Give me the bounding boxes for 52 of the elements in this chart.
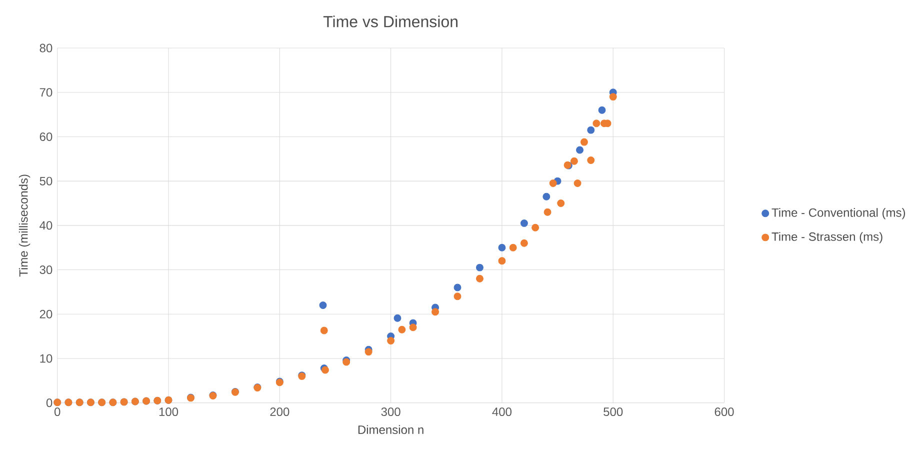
x-tick-label: 600 xyxy=(714,408,734,416)
y-tick-label: 80 xyxy=(40,44,52,52)
point xyxy=(557,200,565,208)
y-axis-title: Time (milliseconds) xyxy=(18,174,30,277)
y-tick-label: 20 xyxy=(40,310,52,318)
y-tick-label: 10 xyxy=(40,354,52,363)
point xyxy=(520,240,528,247)
point xyxy=(476,264,484,272)
point xyxy=(387,337,395,345)
x-tick-label: 200 xyxy=(270,408,290,416)
y-tick-label: 70 xyxy=(40,88,52,97)
point xyxy=(320,326,328,334)
point xyxy=(570,157,578,165)
y-tick-label: 60 xyxy=(40,132,52,142)
point xyxy=(398,326,406,334)
point xyxy=(394,314,402,322)
y-tick-label: 0 xyxy=(46,398,52,408)
point xyxy=(498,257,506,265)
point xyxy=(574,180,582,188)
point xyxy=(544,208,552,216)
x-tick-label: 300 xyxy=(381,408,400,416)
point xyxy=(532,224,540,232)
point xyxy=(598,106,606,114)
point xyxy=(549,180,557,188)
point xyxy=(580,138,588,146)
y-tick-label: 30 xyxy=(40,266,52,274)
y-tick-label: 50 xyxy=(40,176,52,186)
point xyxy=(587,156,595,164)
point xyxy=(432,308,440,316)
x-tick-label: 100 xyxy=(159,408,178,416)
point xyxy=(454,292,462,300)
chart-title: Time vs Dimension xyxy=(323,16,458,28)
x-tick-label: 500 xyxy=(604,408,623,416)
x-axis-title: Dimension n xyxy=(358,425,424,434)
point xyxy=(609,93,617,101)
point xyxy=(498,244,506,252)
point xyxy=(587,126,595,134)
y-tick-label: 40 xyxy=(40,221,52,230)
point xyxy=(509,244,517,252)
point xyxy=(542,192,550,200)
point xyxy=(520,220,528,228)
legend-label: Time - Conventional (ms) xyxy=(772,208,906,220)
x-tick-label: 0 xyxy=(54,408,60,416)
point xyxy=(364,348,372,356)
point xyxy=(476,274,484,282)
point xyxy=(454,284,462,292)
point xyxy=(409,324,417,332)
legend-label: Time - Strassen (ms) xyxy=(772,232,882,244)
point xyxy=(319,302,327,310)
point xyxy=(576,146,584,154)
point xyxy=(592,120,600,128)
x-tick-label: 400 xyxy=(492,408,512,416)
